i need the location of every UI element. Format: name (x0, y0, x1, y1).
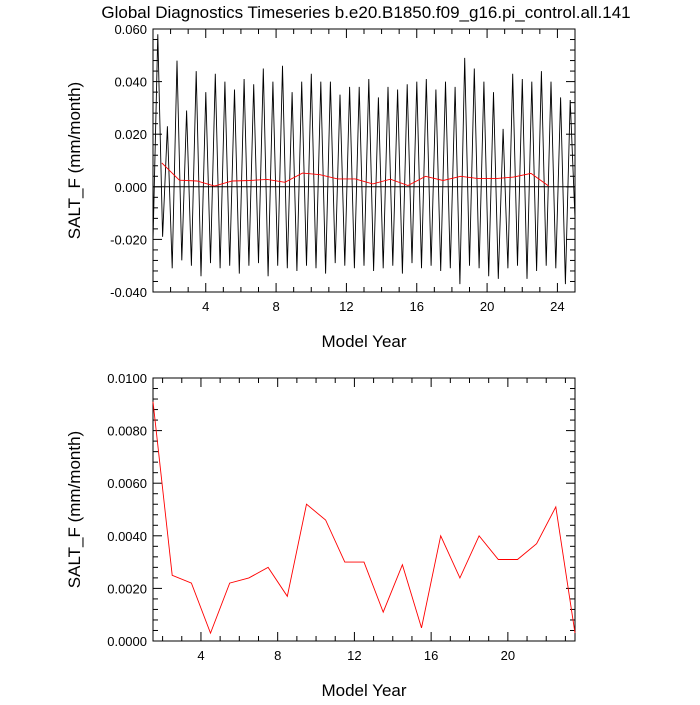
top-x-tick-label: 16 (410, 299, 424, 314)
bottom-y-tick-label: 0.0000 (107, 634, 147, 649)
bottom-series-line-annual-mean-salt-f (152, 401, 576, 635)
bottom-y-tick-label: 0.0100 (107, 371, 147, 386)
top-y-tick-label: 0.060 (114, 22, 147, 37)
bottom-y-tick-label: 0.0040 (107, 529, 147, 544)
top-series-line-annual-mean-salt-f (161, 162, 549, 187)
top-series-line-monthly-salt-f (152, 34, 576, 285)
top-x-axis-label: Model Year (321, 332, 406, 351)
bottom-x-tick-label: 8 (274, 648, 281, 663)
top-y-tick-label: -0.020 (110, 232, 147, 247)
bottom-x-tick-label: 20 (501, 648, 515, 663)
bottom-x-tick-label: 16 (424, 648, 438, 663)
top-x-tick-label: 12 (339, 299, 353, 314)
top-y-tick-label: -0.040 (110, 285, 147, 300)
bottom-y-tick-label: 0.0080 (107, 424, 147, 439)
bottom-y-tick-label: 0.0020 (107, 581, 147, 596)
top-x-tick-label: 8 (272, 299, 279, 314)
bottom-x-tick-label: 4 (197, 648, 204, 663)
top-x-tick-label: 24 (550, 299, 564, 314)
top-y-tick-label: 0.000 (114, 180, 147, 195)
top-x-tick-label: 4 (202, 299, 209, 314)
bottom-x-axis-label: Model Year (321, 681, 406, 700)
bottom-x-tick-label: 12 (347, 648, 361, 663)
top-x-tick-label: 20 (480, 299, 494, 314)
bottom-plot-frame (152, 377, 576, 642)
bottom-y-tick-label: 0.0060 (107, 476, 147, 491)
top-y-axis-label: SALT_F (mm/month) (65, 82, 84, 239)
bottom-chart-annual-means: 4 8 12 16 20 0.0000 0.0020 0.0040 0.0060 0.0080 0.… (65, 371, 576, 700)
figure-title: Global Diagnostics Timeseries b.e20.B185… (101, 3, 630, 22)
top-y-tick-label: 0.020 (114, 127, 147, 142)
top-y-tick-label: 0.040 (114, 75, 147, 90)
bottom-y-axis-label: SALT_F (mm/month) (65, 431, 84, 588)
top-chart-monthly-timeseries: 4 8 12 16 20 24 -0.040 -0.020 0.000 0.020 0.040 0.0… (65, 22, 576, 351)
